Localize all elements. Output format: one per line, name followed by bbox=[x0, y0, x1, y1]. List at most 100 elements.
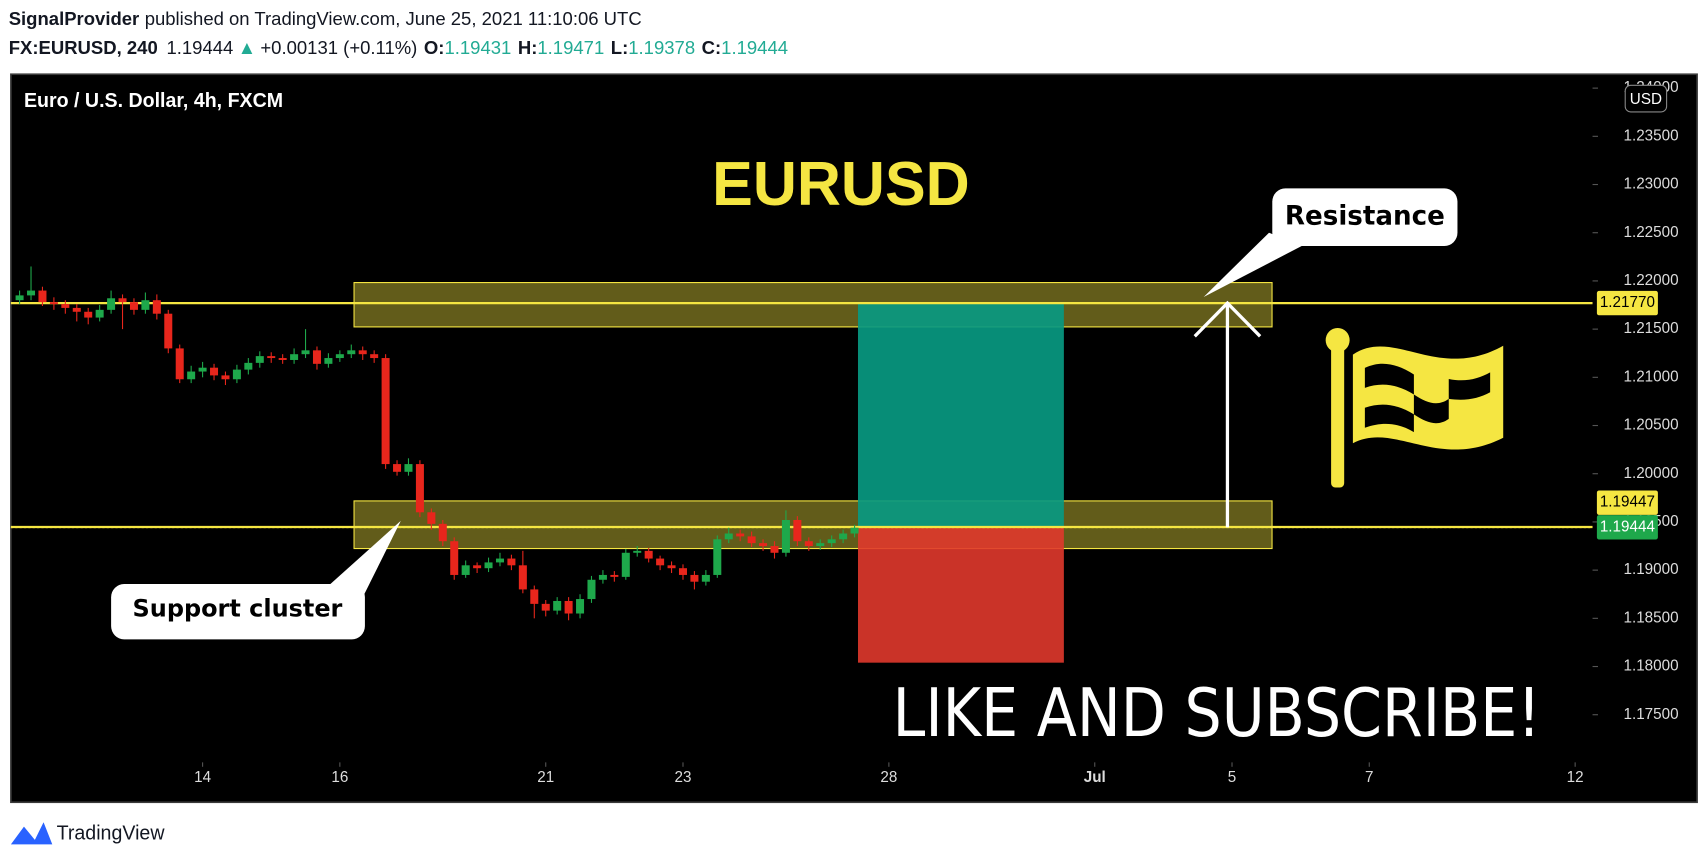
candle-body bbox=[495, 558, 504, 563]
candle-body bbox=[644, 550, 653, 559]
zone bbox=[353, 282, 1273, 328]
candle-body bbox=[301, 350, 310, 355]
candle-body bbox=[72, 307, 81, 312]
cta-text: LIKE AND SUBSCRIBE! bbox=[893, 675, 1541, 753]
candle-body bbox=[61, 304, 70, 308]
price-label-bg bbox=[1596, 290, 1658, 316]
candle-body bbox=[27, 290, 36, 296]
candle-body bbox=[461, 565, 470, 575]
candle-body bbox=[667, 565, 676, 569]
candle-body bbox=[793, 520, 802, 542]
y-tick-label: 1.21000 bbox=[1623, 368, 1678, 385]
price-label-bg bbox=[1596, 515, 1658, 540]
candle-body bbox=[713, 539, 722, 575]
y-tick-label: 1.18000 bbox=[1623, 658, 1678, 675]
y-tick-label: 1.17500 bbox=[1623, 706, 1678, 723]
ohlc-value: 1.19431 bbox=[444, 37, 511, 58]
candle-body bbox=[118, 298, 127, 303]
ohlc-label: C: bbox=[702, 37, 722, 58]
candle-body bbox=[850, 527, 859, 534]
candle-body bbox=[484, 562, 493, 569]
flag-icon bbox=[1325, 327, 1504, 488]
symbol: FX:EURUSD, 240 bbox=[9, 37, 158, 58]
price-label: 1.19447 bbox=[1600, 494, 1655, 511]
candle-body bbox=[324, 358, 333, 364]
candle-body bbox=[107, 298, 116, 310]
y-tick-label: 1.21500 bbox=[1623, 320, 1678, 337]
candle-body bbox=[678, 568, 687, 575]
candle-body bbox=[473, 565, 482, 569]
heading: EURUSD bbox=[712, 149, 970, 219]
candle-body bbox=[587, 579, 596, 600]
candle-body bbox=[15, 295, 24, 301]
x-tick-label: 7 bbox=[1365, 769, 1373, 786]
ohlc-value: 1.19378 bbox=[628, 37, 695, 58]
candle-body bbox=[49, 302, 58, 305]
candle-body bbox=[610, 574, 619, 577]
candle-body bbox=[187, 371, 196, 380]
tv-logo-mark bbox=[10, 822, 53, 845]
ohlc-label: O: bbox=[424, 37, 445, 58]
symbol-line: FX:EURUSD, 240 1.19444 ▲ +0.00131 (+0.11%) O… bbox=[9, 37, 788, 58]
candle-body bbox=[827, 539, 836, 544]
candle-body bbox=[95, 309, 104, 318]
y-tick-label: 1.18500 bbox=[1623, 609, 1678, 626]
candle-body bbox=[804, 541, 813, 547]
x-tick-label: 21 bbox=[537, 769, 554, 786]
candle-body bbox=[84, 311, 93, 318]
ohlc-label: H: bbox=[518, 37, 538, 58]
candle-body bbox=[255, 356, 264, 363]
price-label: 1.21770 bbox=[1600, 294, 1655, 311]
candle-body bbox=[347, 350, 356, 355]
callout-box bbox=[111, 583, 365, 640]
candle-body bbox=[312, 350, 321, 364]
candle-body bbox=[553, 600, 562, 611]
author: SignalProvider bbox=[9, 8, 140, 29]
x-tick-label: 12 bbox=[1567, 769, 1584, 786]
candle-body bbox=[759, 543, 768, 547]
target-area bbox=[857, 303, 1064, 528]
change: +0.00131 (+0.11%) bbox=[260, 37, 417, 58]
chart-title: Euro / U.S. Dollar, 4h, FXCM bbox=[24, 90, 283, 112]
candle-body bbox=[598, 574, 607, 580]
candle-body bbox=[152, 300, 161, 314]
y-tick-label: 1.20000 bbox=[1623, 465, 1678, 482]
candle-body bbox=[198, 367, 207, 372]
candle-body bbox=[438, 523, 447, 542]
candle-body bbox=[576, 599, 585, 614]
candle-body bbox=[370, 354, 379, 359]
candle-body bbox=[164, 313, 173, 349]
footer-brand: TradingView bbox=[57, 822, 166, 844]
currency: USD bbox=[1630, 91, 1662, 108]
publish-line: SignalProvider published on TradingView.c… bbox=[9, 8, 642, 29]
x-tick-label: Jul bbox=[1084, 769, 1106, 786]
x-tick-label: 28 bbox=[880, 769, 897, 786]
candle-body bbox=[38, 290, 47, 303]
flag-cloth bbox=[1352, 345, 1504, 450]
candle-body bbox=[736, 533, 745, 537]
flag-pole bbox=[1331, 345, 1345, 488]
tv-logo bbox=[10, 822, 53, 845]
candle-body bbox=[278, 358, 287, 360]
arrow-head bbox=[1193, 300, 1262, 338]
last-price: 1.19444 bbox=[166, 37, 233, 58]
x-tick-label: 14 bbox=[194, 769, 211, 786]
y-tick-label: 1.22500 bbox=[1623, 224, 1678, 241]
y-tick-label: 1.23500 bbox=[1623, 127, 1678, 144]
candle-body bbox=[701, 574, 710, 582]
candle-body bbox=[381, 358, 390, 465]
candle-body bbox=[541, 603, 550, 611]
resistance-label: Resistance bbox=[1285, 202, 1445, 232]
y-tick-label: 1.20500 bbox=[1623, 417, 1678, 434]
candle-body bbox=[210, 367, 219, 376]
candle-body bbox=[290, 354, 299, 360]
y-tick-label: 1.23000 bbox=[1623, 176, 1678, 193]
zone bbox=[353, 500, 1273, 550]
flag-pole-top bbox=[1325, 327, 1350, 353]
candle-body bbox=[129, 302, 138, 310]
candle-body bbox=[747, 536, 756, 544]
candle-body bbox=[656, 558, 665, 566]
callout-box bbox=[1272, 188, 1458, 246]
x-tick-label: 23 bbox=[675, 769, 692, 786]
